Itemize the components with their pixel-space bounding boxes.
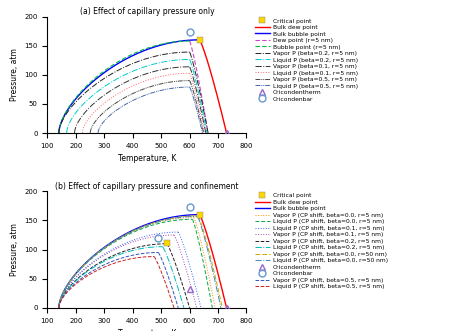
Legend: Critical point, Bulk dew point, Bulk bubble point, Vapor P (CP shift, beta=0.0, : Critical point, Bulk dew point, Bulk bub… <box>254 192 389 291</box>
Y-axis label: Pressure, atm: Pressure, atm <box>9 48 18 101</box>
X-axis label: Temperature, K: Temperature, K <box>118 154 176 163</box>
Y-axis label: Pressure, atm: Pressure, atm <box>9 223 18 276</box>
Title: (a) Effect of capillary pressure only: (a) Effect of capillary pressure only <box>80 7 214 16</box>
X-axis label: Temperature, K: Temperature, K <box>118 329 176 331</box>
Title: (b) Effect of capillary pressure and confinement: (b) Effect of capillary pressure and con… <box>55 181 239 191</box>
Legend: Critical point, Bulk dew point, Bulk bubble point, Dew point (r=5 nm), Bubble po: Critical point, Bulk dew point, Bulk bub… <box>254 17 359 103</box>
